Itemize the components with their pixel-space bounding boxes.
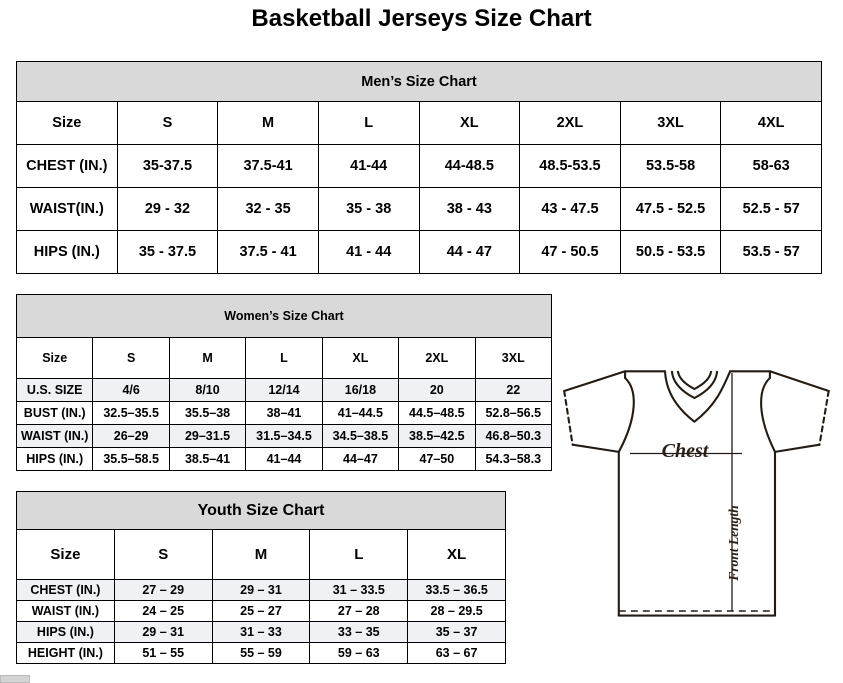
svg-text:Front Length: Front Length: [726, 505, 741, 581]
svg-text:Chest: Chest: [662, 440, 710, 462]
